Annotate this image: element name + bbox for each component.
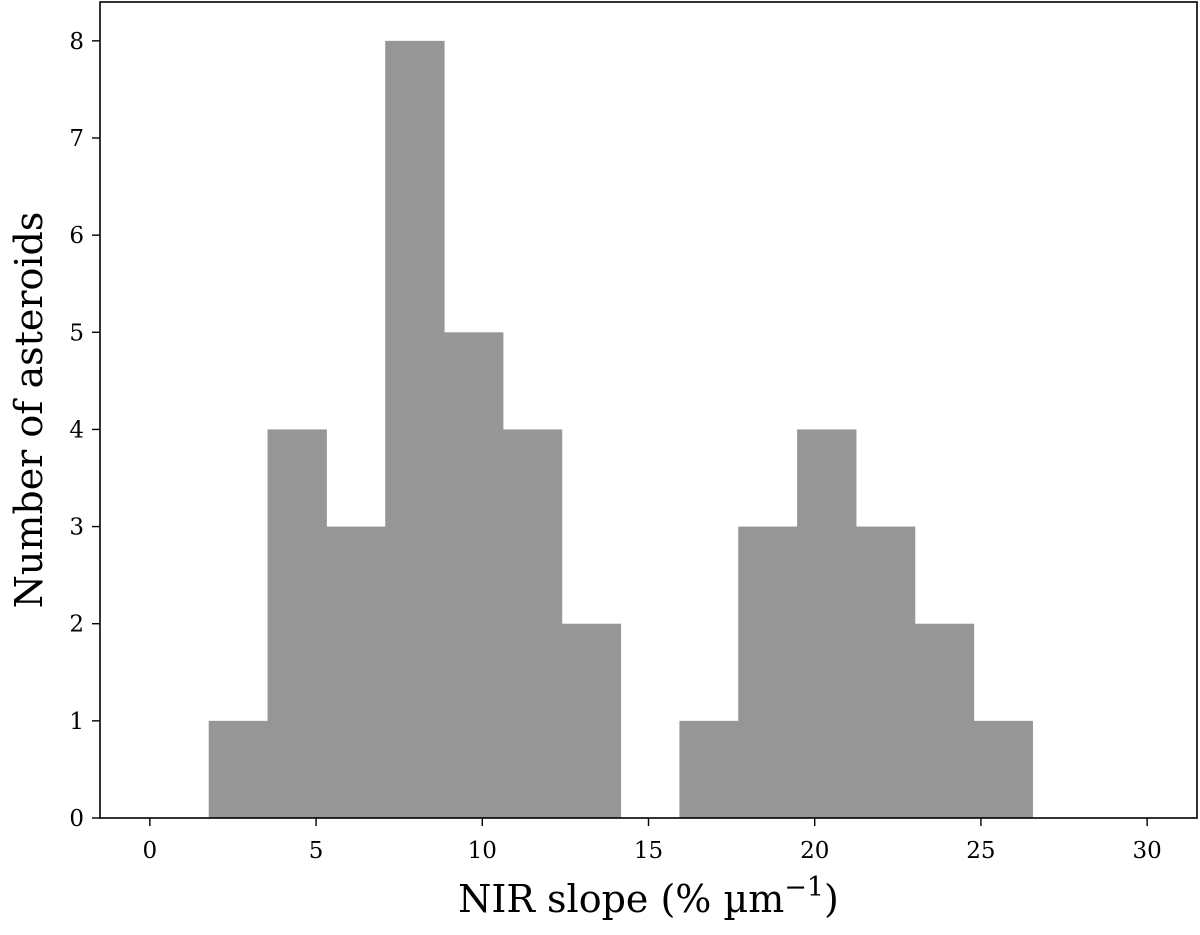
plot-frame (99, 1, 1198, 819)
histogram-bars (208, 40, 1033, 819)
histogram-bar (385, 40, 445, 819)
histogram-bar (738, 526, 798, 818)
histogram-bar (444, 332, 504, 818)
y-tick-label: 5 (69, 320, 84, 346)
histogram-bar (208, 720, 269, 818)
y-tick-label: 8 (69, 29, 84, 55)
histogram-bar (855, 526, 916, 818)
histogram-bar (561, 623, 622, 818)
histogram-bar (914, 623, 975, 818)
x-tick-label: 15 (634, 838, 663, 864)
x-axis-title-superscript: −1 (784, 872, 824, 903)
x-tick-label: 20 (800, 838, 829, 864)
x-axis-title-close: ) (824, 877, 839, 921)
histogram-bar (973, 720, 1033, 818)
y-tick-label: 3 (69, 515, 84, 541)
x-axis-ticks: 0 5 10 15 20 25 30 (143, 818, 1162, 864)
y-tick-label: 0 (69, 806, 84, 832)
y-tick-label: 2 (69, 612, 84, 638)
x-tick-label: 0 (143, 838, 158, 864)
y-tick-label: 6 (69, 223, 84, 249)
x-tick-label: 25 (966, 838, 995, 864)
x-axis-title: NIR slope (% µm−1) (458, 872, 839, 921)
x-tick-label: 30 (1132, 838, 1161, 864)
x-tick-label: 10 (468, 838, 497, 864)
y-axis-ticks: 0 1 2 3 4 5 6 7 8 (69, 29, 100, 832)
y-tick-label: 4 (69, 417, 84, 443)
x-tick-label: 5 (309, 838, 324, 864)
histogram-bar (326, 526, 386, 818)
x-axis-title-main: NIR slope (% µm (458, 877, 784, 921)
histogram-bar (502, 429, 563, 818)
y-tick-label: 1 (69, 709, 84, 735)
histogram-bar (679, 720, 739, 818)
histogram-bar (267, 429, 327, 818)
y-tick-label: 7 (69, 126, 84, 152)
y-axis-title: Number of asteroids (7, 212, 51, 609)
histogram-bar (797, 429, 857, 818)
